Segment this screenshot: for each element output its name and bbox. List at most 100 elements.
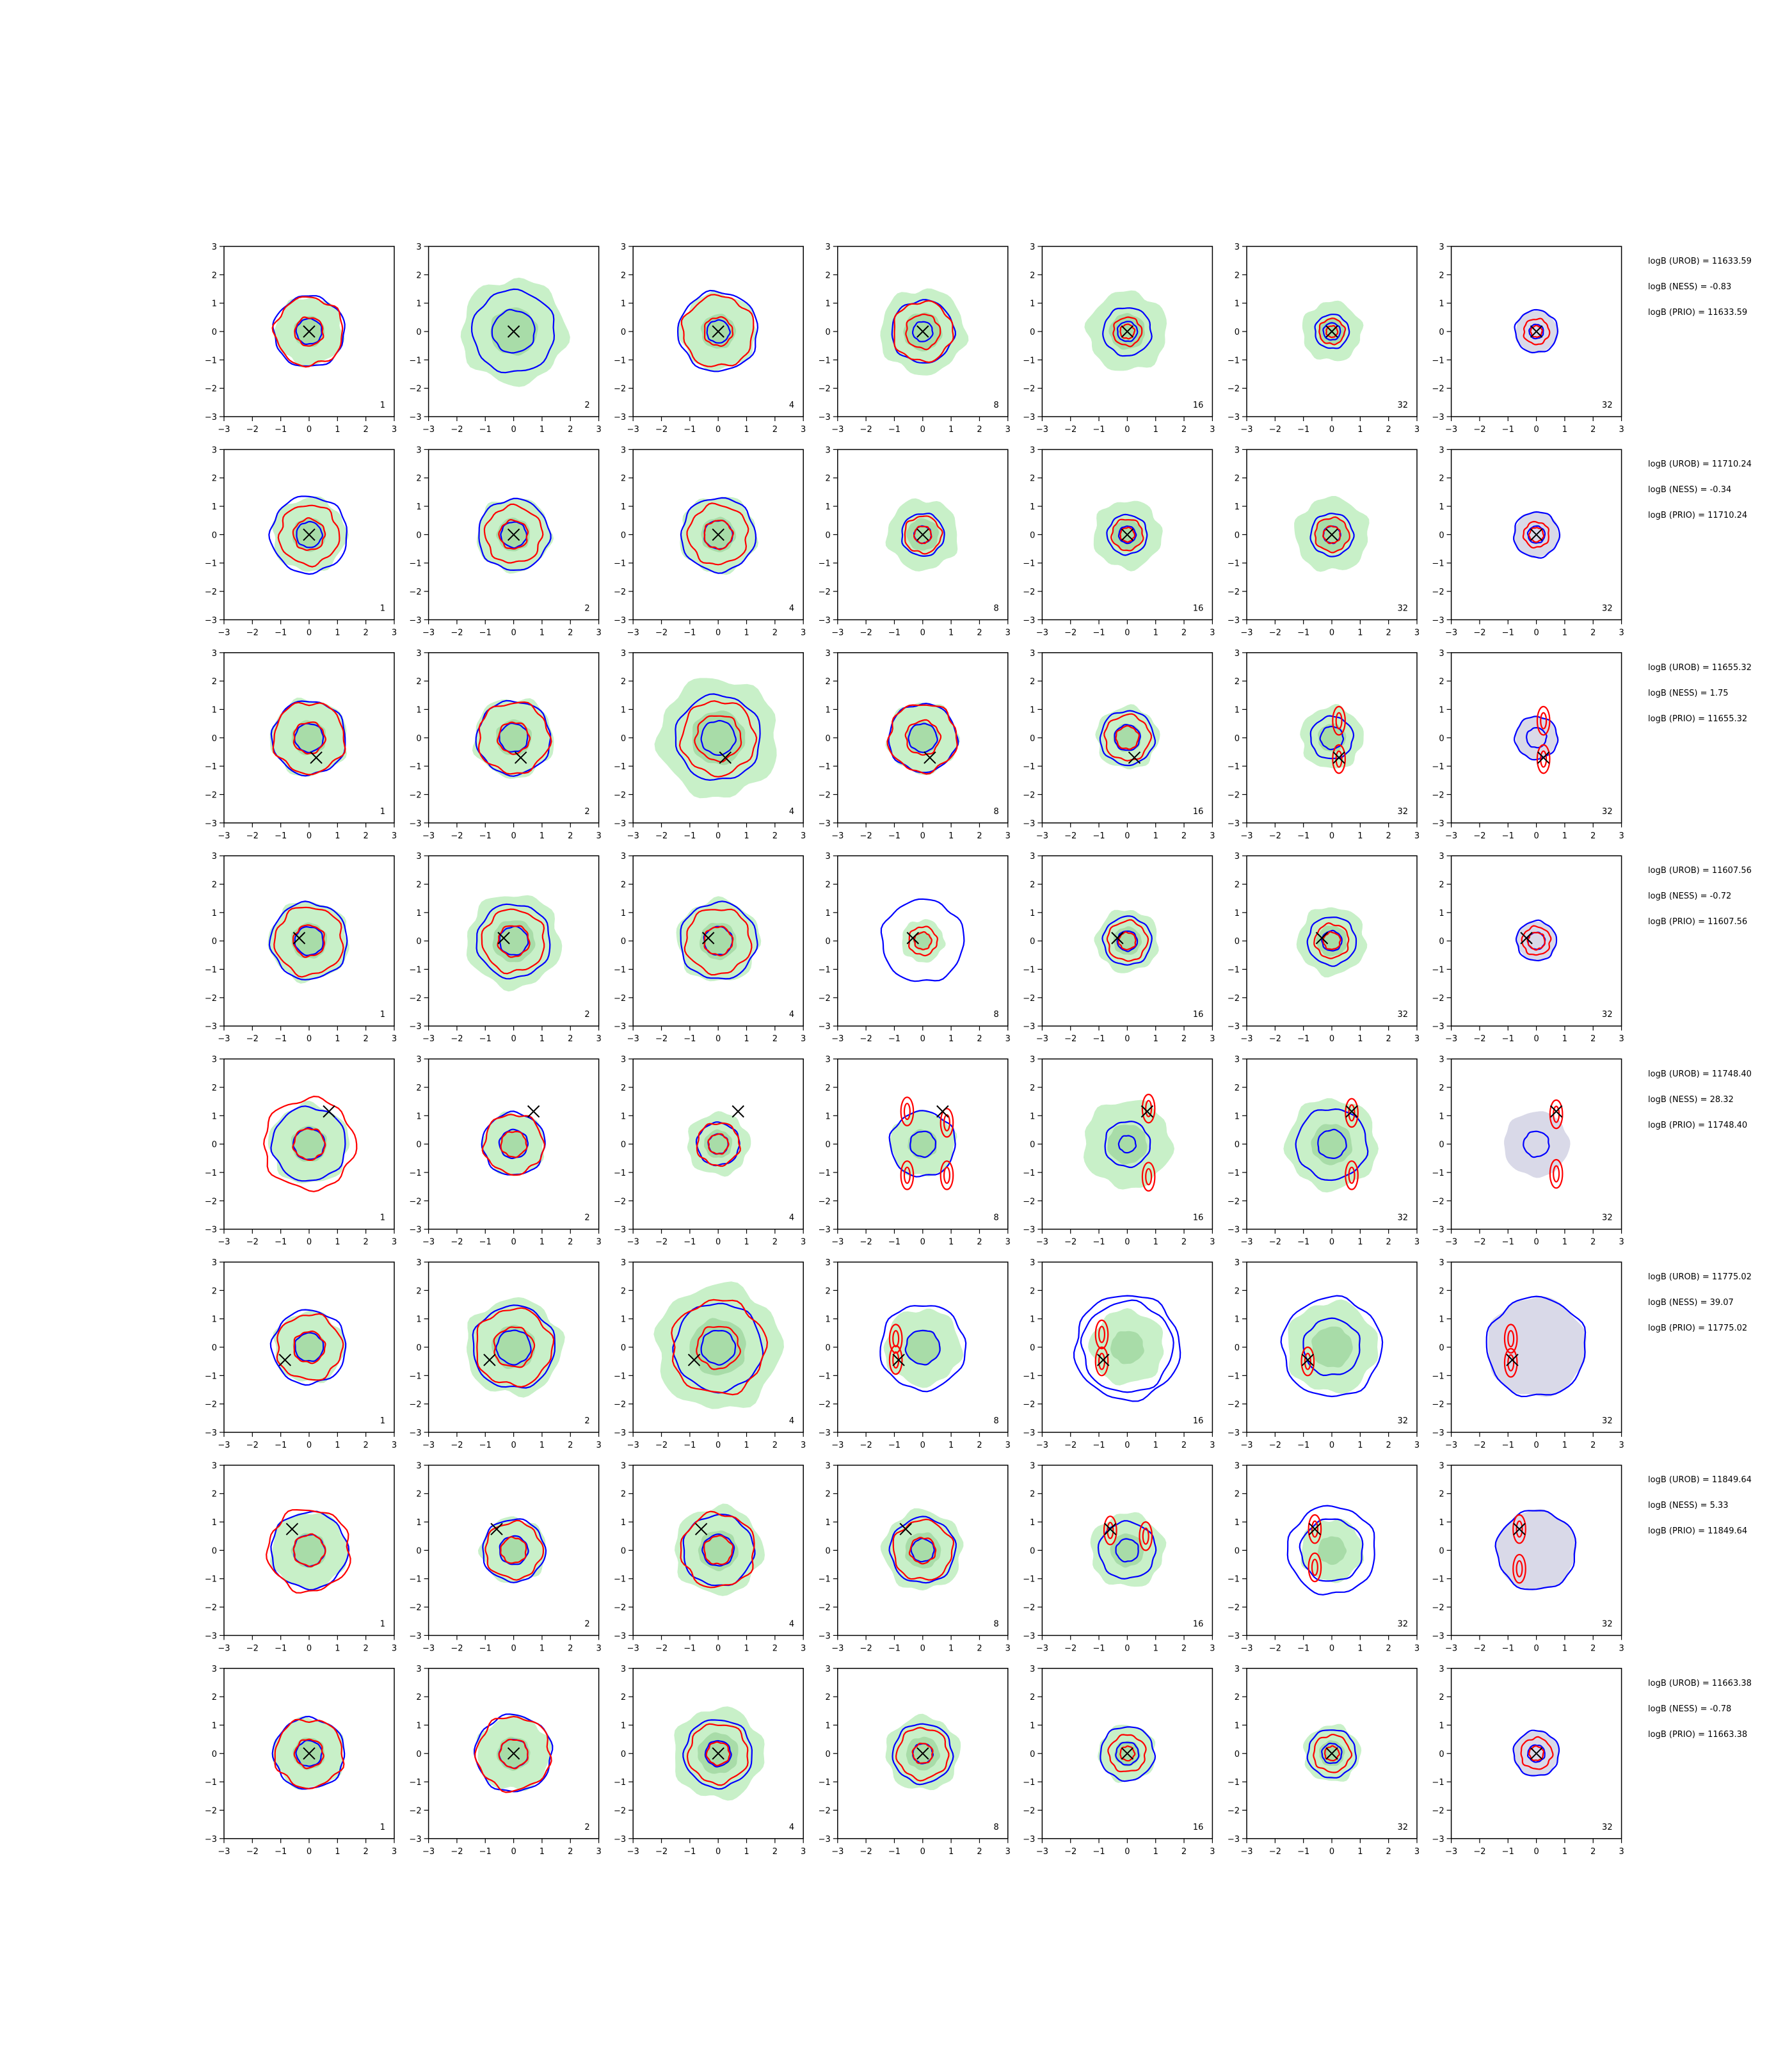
x-tick-label: 2	[1590, 1441, 1596, 1450]
panel-count-label: 16	[1193, 1010, 1204, 1020]
x-tick-label: 2	[1386, 1644, 1391, 1653]
subplot: −3−3 −2 −2 −1 −1 0 0 1 1 2 2 3 3 1	[205, 1258, 397, 1450]
x-tick-label: −2	[246, 1238, 259, 1247]
blue-contour	[1286, 1505, 1375, 1596]
blue-contour	[1515, 919, 1558, 962]
x-tick-label: 1	[1357, 1441, 1363, 1450]
blue-contour	[901, 512, 945, 557]
x-tick-label: −3	[1036, 1644, 1048, 1653]
red-contour	[1119, 1745, 1136, 1762]
y-tick-label: 3	[1030, 1665, 1035, 1674]
red-contour	[484, 1519, 545, 1581]
y-tick-label: −2	[1432, 1197, 1444, 1206]
x-tick-label: −3	[218, 831, 230, 841]
x-tick-label: −1	[275, 425, 287, 435]
x-tick-label: 0	[1533, 831, 1539, 841]
subplot: −3−3 −2 −2 −1 −1 0 0 1 1 2 2 3 3 16	[1023, 1055, 1215, 1247]
y-tick-label: −1	[205, 1169, 217, 1178]
x-tick-label: 0	[1124, 1441, 1130, 1450]
red-lobe-contour	[1094, 1346, 1109, 1377]
y-tick-label: −3	[1228, 413, 1240, 422]
x-tick-label: 3	[1210, 1644, 1215, 1653]
x-tick-label: 1	[335, 1034, 340, 1044]
x-tick-label: −2	[451, 1644, 463, 1653]
x-tick-label: 0	[1329, 628, 1334, 637]
x-tick-label: 0	[716, 831, 721, 841]
y-tick-label: 1	[1235, 502, 1240, 512]
y-tick-label: 0	[212, 734, 217, 744]
true-location-marker	[1537, 751, 1550, 764]
x-tick-label: 2	[1590, 831, 1596, 841]
x-tick-label: 2	[1181, 1441, 1187, 1450]
y-tick-label: −2	[409, 1603, 421, 1613]
y-tick-label: 3	[1439, 1258, 1444, 1268]
y-tick-label: 2	[1235, 474, 1240, 484]
y-tick-label: 3	[212, 445, 217, 455]
x-tick-label: 1	[1153, 1238, 1158, 1247]
subplot: −3−3 −2 −2 −1 −1 0 0 1 1 2 2 3 3 32	[1432, 243, 1624, 435]
red-contour	[1322, 931, 1341, 950]
red-contour	[1112, 316, 1143, 348]
y-tick-label: 1	[1439, 1721, 1444, 1731]
posterior-core-region	[906, 1329, 941, 1365]
red-lobe-contour	[1507, 1330, 1515, 1348]
subplot: −3−3 −2 −2 −1 −1 0 0 1 1 2 2 3 3 4	[614, 649, 806, 841]
panel-count-label: 16	[1193, 807, 1204, 817]
x-tick-label: 2	[977, 1644, 982, 1653]
y-tick-label: 2	[212, 1084, 217, 1093]
y-tick-label: −3	[1228, 819, 1240, 829]
y-tick-label: −3	[819, 1631, 831, 1641]
logb-annotation: logB (NESS) = 5.33	[1648, 1501, 1729, 1511]
panel-count-label: 4	[789, 1010, 794, 1020]
blue-contour	[1116, 321, 1139, 342]
panel-count-label: 1	[380, 1619, 385, 1629]
red-contour	[904, 515, 943, 555]
y-tick-label: 2	[621, 1490, 626, 1500]
blue-contour	[880, 898, 965, 982]
blue-contour	[891, 299, 957, 364]
y-tick-label: 0	[1235, 1750, 1240, 1759]
x-tick-label: −2	[1064, 1847, 1076, 1857]
true-location-marker	[303, 325, 316, 338]
red-contour	[1103, 713, 1152, 762]
x-tick-label: 1	[1357, 831, 1363, 841]
x-tick-label: 2	[1181, 831, 1187, 841]
y-tick-label: 3	[1235, 445, 1240, 455]
blue-contour	[879, 1305, 967, 1393]
panel-count-label: 2	[584, 807, 589, 817]
x-tick-label: 1	[1357, 1034, 1363, 1044]
blue-contour	[704, 1740, 732, 1768]
y-tick-label: 1	[1030, 909, 1035, 918]
y-tick-label: 3	[1439, 852, 1444, 861]
x-tick-label: −1	[888, 628, 900, 637]
y-tick-label: −2	[1228, 385, 1240, 394]
x-tick-label: 3	[801, 1034, 806, 1044]
y-tick-label: −2	[409, 588, 421, 597]
y-tick-label: 1	[416, 300, 421, 309]
blue-contour	[476, 903, 551, 980]
blue-contour	[888, 1110, 956, 1178]
x-tick-label: 3	[801, 1238, 806, 1247]
red-contour	[1115, 724, 1140, 750]
y-tick-label: −1	[1023, 762, 1035, 772]
y-tick-label: 0	[1439, 531, 1444, 540]
y-tick-label: −1	[409, 1778, 421, 1788]
y-tick-label: −1	[614, 356, 626, 365]
y-tick-label: −3	[409, 1631, 421, 1641]
y-tick-label: 2	[1439, 677, 1444, 687]
x-tick-label: −1	[1502, 425, 1514, 435]
y-tick-label: 3	[1030, 1055, 1035, 1065]
posterior-core-region	[291, 720, 326, 756]
logb-annotation: logB (PRIO) = 11663.38	[1648, 1729, 1748, 1740]
subplot: −3−3 −2 −2 −1 −1 0 0 1 1 2 2 3 3 32	[1228, 852, 1420, 1044]
true-location-marker	[323, 1105, 335, 1118]
y-tick-label: 0	[1030, 1546, 1035, 1556]
red-lobe-contour	[1141, 1093, 1156, 1124]
y-tick-label: 0	[1030, 1140, 1035, 1150]
panel-count-label: 1	[380, 1010, 385, 1020]
true-location-marker	[507, 325, 520, 338]
x-tick-label: 0	[920, 425, 925, 435]
x-tick-label: 3	[1005, 1644, 1011, 1653]
y-tick-label: 2	[826, 1693, 831, 1702]
y-tick-label: −3	[614, 616, 626, 625]
